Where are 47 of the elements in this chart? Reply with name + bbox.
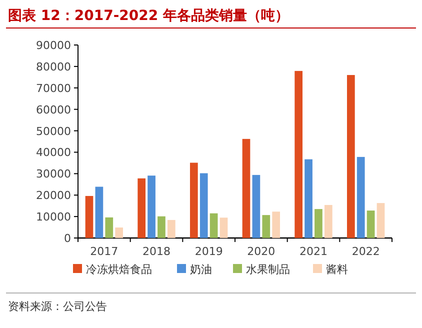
bar <box>324 204 332 238</box>
y-tick-label: 20000 <box>36 189 71 202</box>
bar <box>138 178 146 238</box>
bar <box>85 196 94 238</box>
legend-label: 酱料 <box>326 263 348 276</box>
bar <box>190 162 198 238</box>
x-tick-label: 2017 <box>90 245 118 258</box>
bar <box>148 176 156 238</box>
bar <box>210 213 218 238</box>
y-tick-label: 30000 <box>36 168 71 181</box>
y-tick-label: 10000 <box>36 210 71 224</box>
bar <box>314 209 322 238</box>
plot: 0 10000 20000 30000 40000 50000 60000 70000 80000 90000 2017 2018 2019 2020 2021 2022 <box>36 39 392 258</box>
bar <box>294 70 303 238</box>
y-tick-label: 0 <box>64 232 71 245</box>
bar <box>158 216 166 238</box>
y-tick-label: 60000 <box>36 103 71 116</box>
bar <box>105 217 114 238</box>
bar <box>115 227 124 238</box>
y-tick-label: 40000 <box>36 146 71 160</box>
annotation: 资料来源：公司公告 <box>8 300 107 313</box>
bar <box>346 75 355 238</box>
bar <box>356 156 365 238</box>
legend-label: 冷冻烘焙食品 <box>86 263 152 276</box>
x-tick-label: 2019 <box>194 245 223 258</box>
legend-label: 奶油 <box>190 263 212 276</box>
x-tick-label: 2021 <box>300 245 328 258</box>
x-tick-label: 2018 <box>142 245 170 258</box>
y-tick-label: 90000 <box>36 39 71 52</box>
bar <box>304 159 312 238</box>
x-tick-label: 2022 <box>352 245 380 258</box>
bar <box>220 218 228 238</box>
y-tick-label: 50000 <box>36 124 71 138</box>
bar <box>376 203 385 238</box>
legend-label: 水果制品 <box>246 263 290 276</box>
bar <box>366 210 375 238</box>
bar <box>242 138 250 238</box>
bar <box>272 212 280 238</box>
bar <box>167 220 176 238</box>
title: 图表 12：2017-2022 年各品类销量（吨） <box>8 8 289 24</box>
x-tick-label: 2020 <box>247 245 276 258</box>
bar <box>95 186 104 238</box>
y-tick-label: 70000 <box>36 82 71 95</box>
bar <box>252 174 260 238</box>
bar <box>262 215 270 238</box>
y-tick-label: 80000 <box>36 60 71 74</box>
bar <box>200 173 208 238</box>
